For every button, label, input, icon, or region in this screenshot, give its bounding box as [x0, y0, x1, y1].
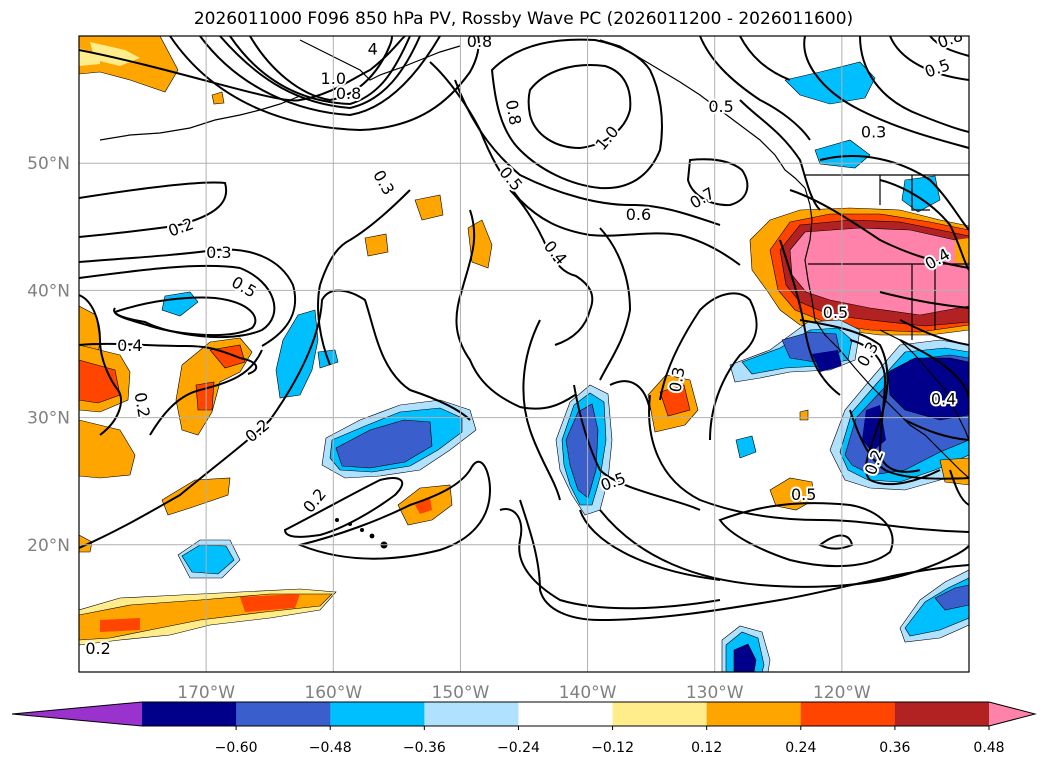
contour-label: 4 [368, 40, 378, 59]
colorbar-tick-label: −0.24 [497, 740, 540, 756]
colorbar-tick-label: 0.48 [973, 740, 1004, 756]
pv-contour-layer [79, 36, 969, 622]
colorbar-segment [236, 702, 331, 726]
grid-layer [79, 36, 969, 672]
contour-label: 0.4 [931, 390, 956, 409]
contour-label: 0.2 [131, 391, 154, 419]
lon-tick-label: 130°W [686, 683, 744, 703]
colorbar-tick-label: 0.24 [785, 740, 816, 756]
colorbar-segment [424, 702, 519, 726]
contour-label: 0.3 [665, 365, 688, 393]
contour-label: 0.3 [861, 122, 886, 141]
contour-label-halo: 0.6 [626, 205, 651, 224]
lat-tick-label: 30°N [27, 409, 70, 429]
contour-label-halo: 0.4 [931, 390, 956, 409]
axis-label-layer: 170°W 160°W 150°W 140°W 130°W 120°W 20°N 30°N 40… [27, 154, 871, 703]
colorbar-tick-label: 0.12 [691, 740, 722, 756]
contour-label: 0.8 [502, 98, 525, 126]
contour-label-halo: 0.3 [861, 122, 886, 141]
contour-label-halo: 0.8 [467, 32, 492, 51]
contour-label-halo: 0.2 [85, 639, 110, 658]
colorbar-segment [894, 702, 990, 726]
contour-label-halo: 1.0 [321, 69, 346, 88]
colorbar-segment [330, 702, 425, 726]
contour-label-halo: 0.3 [665, 365, 688, 393]
colorbar: −0.60 −0.48 −0.36 −0.24 −0.12 0.12 0.24 0.36 0.4… [11, 701, 1037, 756]
contour-label-halo: 0.5 [823, 303, 848, 322]
contour-label-halo: 0.5 [708, 97, 733, 116]
contour-label-halo: 0.8 [336, 84, 361, 103]
lon-tick-label: 160°W [304, 683, 362, 703]
lat-tick-label: 20°N [27, 536, 70, 556]
pv-fill-layer [79, 36, 969, 672]
coastline-layer [99, 39, 969, 479]
contour-label: 0.3 [206, 243, 231, 262]
contour-label-halo: 0.3 [206, 243, 231, 262]
colorbar-tick-label: −0.36 [403, 740, 446, 756]
colorbar-tick-label: −0.60 [215, 740, 258, 756]
contour-label: 0.4 [117, 336, 142, 355]
contour-label: 0.8 [336, 84, 361, 103]
colorbar-segment [142, 702, 237, 726]
map-title: 2026011000 F096 850 hPa PV, Rossby Wave … [193, 9, 854, 29]
colorbar-segment [706, 702, 802, 726]
contour-label: 0.2 [85, 639, 110, 658]
contour-label: 0.5 [708, 97, 733, 116]
lat-tick-label: 40°N [27, 281, 70, 301]
colorbar-tick-label: 0.36 [879, 740, 910, 756]
colorbar-tick-label: −0.48 [309, 740, 352, 756]
contour-label-halo: 0.5 [791, 485, 816, 504]
lon-tick-label: 170°W [177, 683, 235, 703]
contour-label-halo: 0.4 [117, 336, 142, 355]
colorbar-extend-right [989, 702, 1035, 726]
contour-label-halo: 4 [368, 40, 378, 59]
contour-label: 0.5 [823, 303, 848, 322]
colorbar-segment [800, 702, 896, 726]
colorbar-segment [612, 702, 708, 726]
lat-tick-label: 50°N [27, 154, 70, 174]
contour-label: 0.8 [467, 32, 492, 51]
lon-tick-label: 120°W [813, 683, 871, 703]
colorbar-outline [11, 701, 1037, 727]
contour-label: 1.0 [321, 69, 346, 88]
map-frame [78, 35, 970, 673]
colorbar-segment [518, 702, 614, 726]
lon-tick-label: 150°W [432, 683, 490, 703]
contour-label: 0.5 [791, 485, 816, 504]
colorbar-extend-left [12, 702, 142, 726]
colorbar-tick-label: −0.12 [591, 740, 634, 756]
lon-tick-label: 140°W [559, 683, 617, 703]
contour-label: 0.6 [626, 205, 651, 224]
